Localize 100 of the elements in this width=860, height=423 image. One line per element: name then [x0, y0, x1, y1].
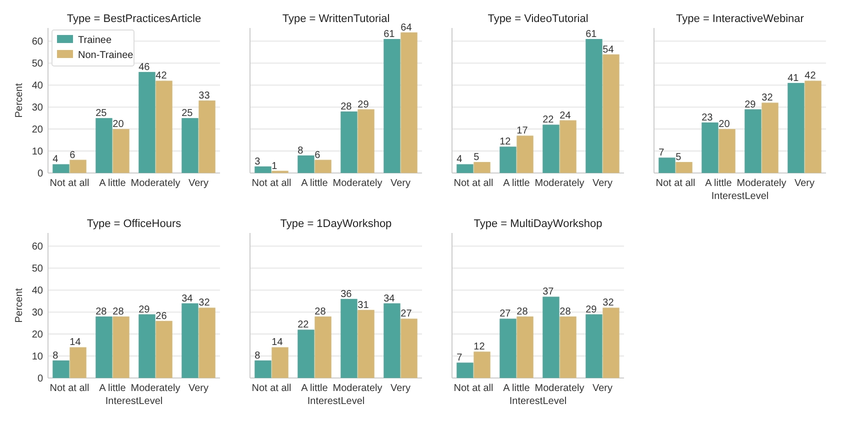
bar: [358, 310, 374, 378]
bar: [744, 109, 762, 173]
x-axis-title: InterestLevel: [711, 191, 769, 202]
bar: [676, 162, 692, 173]
x-tick-label: A little: [301, 383, 328, 394]
data-label: 61: [384, 28, 396, 40]
y-tick-label: 0: [37, 168, 44, 180]
bar: [384, 38, 400, 173]
bar: [542, 124, 560, 173]
x-tick-label: Not at all: [454, 178, 494, 189]
bar: [272, 347, 288, 378]
data-label: 29: [586, 304, 598, 316]
data-label: 42: [804, 70, 816, 82]
x-axis-title: InterestLevel: [105, 396, 163, 407]
x-tick-label: Moderately: [130, 178, 180, 189]
bar: [70, 160, 86, 173]
x-tick-label: A little: [301, 178, 328, 189]
data-label: 34: [182, 293, 194, 304]
bar: [500, 146, 516, 173]
bar: [474, 162, 490, 173]
x-tick-label: A little: [99, 178, 126, 189]
bar: [314, 160, 332, 173]
data-label: 25: [182, 108, 194, 120]
data-label: 14: [70, 337, 82, 348]
data-label: 14: [272, 337, 284, 348]
y-tick-label: 30: [32, 102, 44, 114]
bar: [516, 316, 534, 378]
x-tick-label: Not at all: [50, 178, 90, 189]
x-tick-label: Not at all: [252, 383, 292, 394]
bar: [474, 352, 490, 378]
chart-title: Type = OfficeHours: [86, 218, 182, 230]
x-tick-label: Very: [390, 383, 411, 394]
data-label: 22: [542, 114, 554, 126]
data-label: 27: [500, 308, 512, 320]
x-tick-label: A little: [99, 383, 126, 394]
y-axis-title: Percent: [14, 288, 25, 323]
x-axis-title: InterestLevel: [509, 396, 567, 407]
chart-title: Type = 1DayWorkshop: [280, 218, 392, 230]
data-label: 33: [198, 90, 210, 102]
data-label: 8: [52, 350, 59, 362]
y-axis-title: Percent: [14, 83, 25, 118]
x-tick-label: Moderately: [130, 383, 180, 394]
bar: [298, 330, 314, 378]
x-tick-label: Not at all: [252, 178, 292, 189]
data-label: 46: [138, 62, 150, 73]
bar: [340, 298, 358, 378]
data-label: 41: [788, 72, 800, 84]
data-label: 28: [314, 306, 326, 318]
data-label: 37: [542, 286, 554, 298]
bar: [96, 316, 112, 378]
data-label: 6: [314, 150, 321, 161]
bar: [156, 80, 172, 173]
bar: [358, 109, 374, 173]
bar: [516, 136, 534, 173]
data-label: 29: [138, 304, 150, 316]
data-label: 20: [718, 119, 730, 130]
y-tick-label: 50: [32, 264, 44, 275]
y-tick-label: 10: [32, 352, 44, 363]
bar: [702, 122, 718, 173]
bar: [298, 155, 314, 173]
data-label: 6: [70, 150, 76, 161]
bar: [542, 296, 560, 378]
bar: [658, 158, 676, 173]
bar: [718, 129, 736, 173]
x-tick-label: Very: [592, 383, 613, 394]
data-label: 4: [456, 154, 463, 166]
bar: [456, 164, 474, 173]
bar: [560, 120, 576, 173]
y-tick-label: 60: [32, 36, 44, 48]
y-tick-label: 10: [32, 146, 44, 158]
chart-title: Type = VideoTutorial: [488, 13, 588, 25]
x-tick-label: Very: [188, 383, 209, 394]
bar: [456, 362, 474, 378]
data-label: 29: [358, 99, 370, 110]
bar: [198, 308, 216, 378]
chart-title: Type = WrittenTutorial: [282, 13, 390, 25]
data-label: 23: [702, 112, 714, 124]
data-label: 54: [602, 44, 614, 56]
bar: [500, 318, 516, 378]
data-label: 24: [560, 110, 572, 122]
x-tick-label: Very: [794, 178, 815, 189]
bar: [560, 316, 576, 378]
data-label: 34: [384, 293, 396, 304]
chart-title: Type = MultiDayWorkshop: [474, 218, 602, 230]
data-label: 3: [254, 156, 261, 168]
legend-label: Trainee: [78, 35, 112, 46]
x-tick-label: Moderately: [736, 178, 786, 189]
x-tick-label: A little: [705, 178, 732, 189]
data-label: 17: [516, 126, 528, 137]
legend-label: Non-Trainee: [78, 50, 134, 61]
data-label: 7: [658, 148, 665, 159]
data-label: 36: [340, 288, 352, 300]
x-tick-label: Moderately: [332, 383, 382, 394]
bar: [400, 32, 418, 173]
data-label: 32: [198, 298, 210, 309]
bar: [400, 318, 418, 378]
x-axis-title: InterestLevel: [307, 396, 365, 407]
y-tick-label: 30: [32, 308, 44, 319]
data-label: 61: [586, 28, 598, 40]
bar: [762, 102, 778, 173]
